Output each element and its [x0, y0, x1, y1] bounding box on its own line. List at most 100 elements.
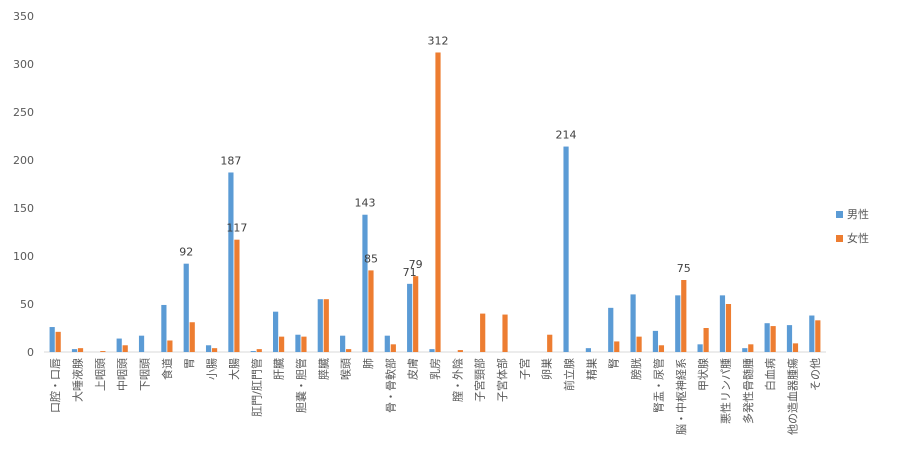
bar-female	[189, 322, 195, 352]
data-label: 312	[428, 34, 449, 47]
data-label: 75	[677, 262, 691, 275]
bar-male	[429, 349, 435, 352]
category-label: 腎	[608, 358, 621, 369]
bar-male	[563, 146, 569, 352]
category-label: 骨・骨軟部	[383, 358, 397, 413]
bar-female	[167, 340, 173, 352]
bar-male	[183, 263, 189, 352]
bar-female	[368, 270, 374, 352]
category-label: 肝臓	[273, 358, 286, 380]
bar-female	[256, 349, 262, 352]
category-label: 肛門/肛門管	[249, 358, 263, 417]
bars-group	[49, 52, 821, 352]
y-tick-label: 350	[13, 10, 34, 23]
bar-male	[675, 295, 681, 352]
bar-male	[250, 351, 256, 352]
category-label: 下咽頭	[139, 358, 152, 391]
bar-female	[502, 314, 508, 352]
bar-female	[681, 280, 687, 352]
bar-female	[234, 239, 240, 352]
category-labels-group: 口腔・口唇 大唾液腺 上咽頭 中咽頭 下咽頭 食道胃小腸 大腸 肛門/肛門管 肝臓 胆嚢・胆管 膵臓…	[48, 358, 822, 435]
bar-female	[346, 349, 352, 352]
legend-swatch-male	[836, 211, 843, 218]
category-label: 胆嚢・胆管	[294, 358, 308, 413]
category-label: 他の造血器腫瘍	[785, 358, 799, 435]
bar-male	[585, 348, 591, 352]
bar-male	[786, 325, 793, 352]
category-label: 食道	[160, 358, 174, 380]
y-tick-label: 0	[27, 346, 34, 359]
data-label: 79	[409, 258, 423, 271]
bar-female	[100, 351, 106, 352]
bar-male	[764, 323, 770, 352]
legend-label-female: 女性	[847, 231, 869, 245]
category-label: 前立腺	[562, 358, 576, 391]
y-axis-ticks: 0 50 100 150 200 250 300 350	[13, 10, 34, 359]
bar-female	[770, 326, 776, 352]
category-label: 肺	[362, 358, 375, 369]
category-label: 大唾液腺	[71, 358, 85, 402]
bar-male	[407, 283, 413, 352]
bar-female	[55, 331, 61, 352]
bar-female	[457, 350, 463, 352]
category-label: 子宮体部	[495, 358, 509, 402]
bar-male	[205, 345, 212, 352]
bar-female	[77, 348, 84, 352]
data-label: 187	[220, 154, 241, 167]
bar-male	[630, 294, 636, 352]
category-label: 膵臓	[317, 358, 330, 380]
bar-female	[658, 345, 665, 352]
data-label: 71	[403, 266, 417, 279]
category-label: 腎盂・尿管	[651, 358, 665, 413]
bar-female	[279, 336, 285, 352]
bar-female	[480, 313, 486, 352]
bar-male	[340, 335, 346, 352]
bar-male	[719, 295, 726, 352]
category-label: その他	[809, 358, 822, 391]
category-label: 小腸	[206, 358, 219, 380]
category-label: 子宮	[517, 358, 531, 380]
bar-female	[636, 336, 642, 352]
bar-male	[273, 311, 279, 352]
category-label: 卵巣	[541, 358, 554, 380]
y-tick-label: 150	[13, 202, 34, 215]
category-label: 膣・外陰	[450, 358, 464, 402]
bar-female	[390, 344, 396, 352]
bar-male	[317, 299, 323, 352]
category-label: 子宮頸部	[473, 358, 487, 402]
data-label: 143	[354, 197, 375, 210]
bar-male	[138, 335, 145, 352]
category-label: 喉頭	[340, 358, 353, 380]
bar-female	[435, 52, 441, 352]
bar-male	[49, 327, 55, 352]
category-label: 大腸	[227, 358, 241, 380]
bar-female	[413, 276, 419, 352]
data-label: 85	[364, 252, 378, 265]
category-label: 皮膚	[406, 358, 420, 380]
category-label: 乳房	[429, 358, 442, 380]
category-label: 悪性リンパ腫	[718, 358, 732, 424]
category-label: 上咽頭	[94, 358, 107, 391]
bar-female	[703, 328, 709, 352]
y-tick-label: 250	[13, 106, 34, 119]
category-label: 白血病	[763, 358, 777, 391]
bar-female	[792, 343, 799, 352]
bar-male	[295, 334, 301, 352]
bar-male	[362, 214, 368, 352]
data-label: 117	[226, 222, 247, 235]
bar-female	[748, 344, 754, 352]
bar-male	[652, 330, 659, 352]
category-label: 脳・中枢神経系	[674, 358, 688, 435]
y-tick-label: 200	[13, 154, 34, 167]
bar-female	[211, 348, 218, 352]
category-label: 中咽頭	[116, 358, 129, 391]
data-label: 214	[556, 129, 577, 142]
bar-male	[161, 304, 167, 352]
bar-female	[614, 341, 620, 352]
bar-female	[301, 336, 307, 352]
bar-female	[815, 320, 821, 352]
bar-male	[809, 315, 815, 352]
legend-swatch-female	[836, 235, 843, 242]
